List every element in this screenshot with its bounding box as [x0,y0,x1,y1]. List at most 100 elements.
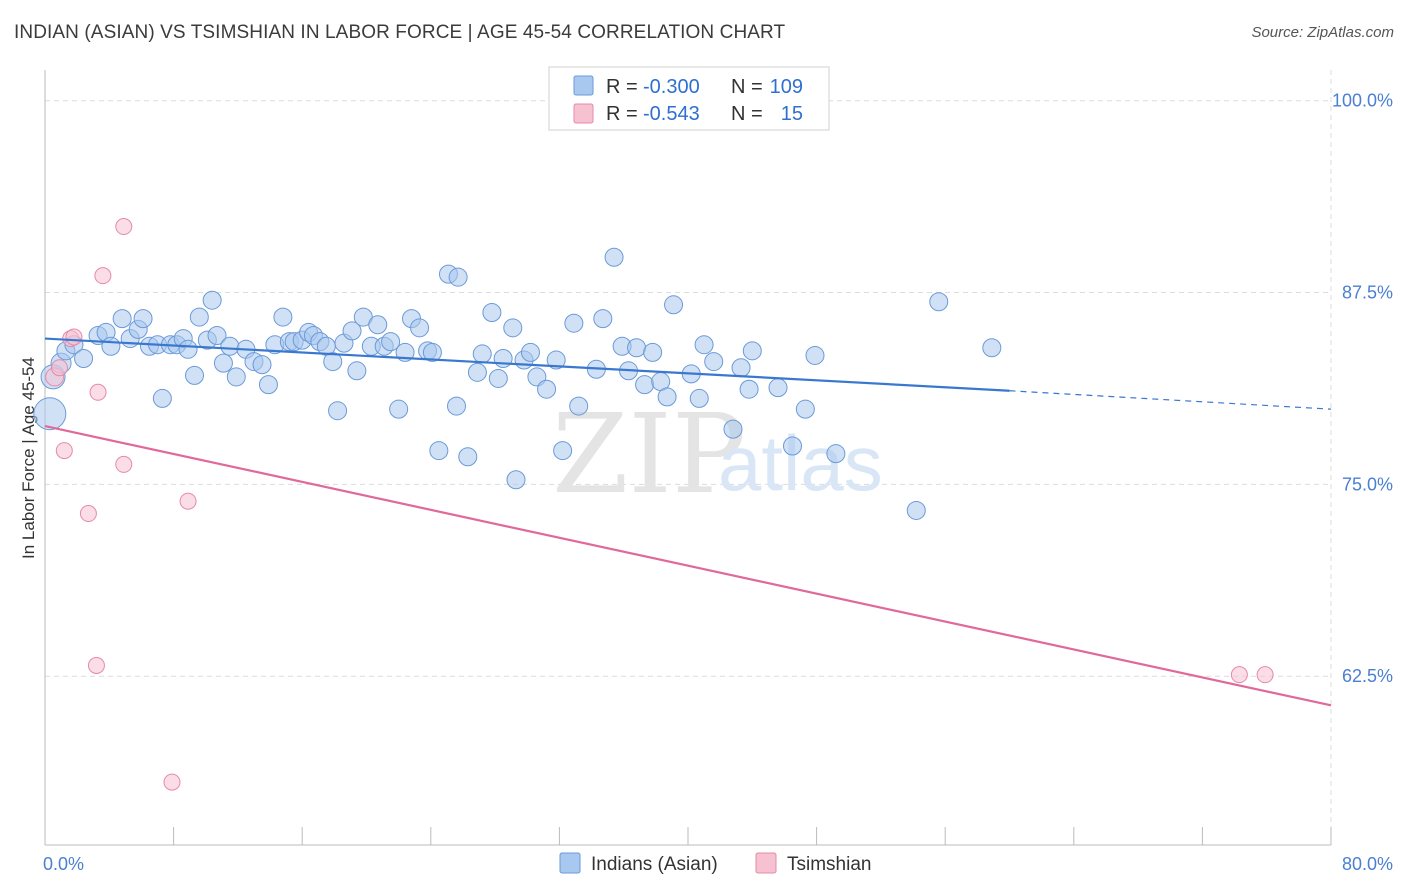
legend-n-label-1: N = [731,76,763,98]
data-point-indians [112,309,132,329]
data-point-indians [593,309,613,329]
y-tick-label: 87.5% [1342,283,1393,303]
data-point-indians [503,318,523,338]
data-point-indians [537,379,557,399]
data-point-tsimshian [1230,666,1248,684]
bottom-legend-swatch-indians [559,852,581,874]
legend-r-label-2: R = [606,103,638,125]
legend-r-value-1: -0.300 [643,76,700,98]
data-point-indians [328,401,348,421]
legend-n-label-2: N = [731,103,763,125]
data-point-indians [731,358,751,378]
data-point-indians [768,378,788,398]
data-point-indians [635,375,655,395]
data-point-indians [252,355,272,375]
data-point-tsimshian [115,455,133,473]
data-point-indians [273,307,293,327]
bottom-legend-label-indians: Indians (Asian) [591,854,718,875]
data-point-indians [258,375,278,395]
data-point-indians [723,419,743,439]
series-legend: Indians (Asian) Tsimshian [559,852,871,875]
chart-source: Source: ZipAtlas.com [1251,24,1394,41]
data-point-indians [664,295,684,315]
stats-legend: R = -0.300 N = 109 R = -0.543 N = 15 [548,66,830,131]
data-point-indians [347,361,367,381]
data-point-indians [520,342,540,362]
legend-r-label-1: R = [606,76,638,98]
data-point-indians [643,342,663,362]
data-point-indians [467,362,487,382]
data-point-indians [422,342,442,362]
y-tick-label: 62.5% [1342,666,1393,686]
data-point-tsimshian [115,218,133,236]
data-point-indians [381,332,401,352]
data-point-indians [826,444,846,464]
data-point-indians [178,339,198,359]
legend-n-value-2: 15 [781,103,803,125]
x-tick-label: 0.0% [43,854,84,874]
bottom-legend-label-tsimshian: Tsimshian [787,854,871,875]
data-point-indians [782,436,802,456]
data-point-indians [152,388,172,408]
series-tsimshian [45,218,1274,791]
stats-legend-box [548,66,830,131]
x-tick-labels: 0.0% 80.0% [43,854,1393,874]
trendline-indians [44,337,1010,392]
data-point-indians [982,338,1002,358]
data-point-tsimshian [89,383,107,401]
y-axis-label: In Labor Force | Age 45-54 [19,357,38,559]
data-point-indians [472,344,492,364]
data-point-indians [184,365,204,385]
data-point-indians [429,441,449,461]
data-point-indians [323,352,343,372]
data-point-tsimshian [87,656,105,674]
data-point-indians [704,352,724,372]
data-point-tsimshian [179,492,197,510]
trendlines [44,337,1332,707]
data-point-indians [448,267,468,287]
data-point-tsimshian [50,359,68,377]
legend-swatch-indians [573,75,594,96]
data-point-indians [569,396,589,416]
data-point-indians [488,368,508,388]
legend-swatch-tsimshian [573,103,594,124]
data-point-indians [447,396,467,416]
axes [44,70,1332,846]
data-point-indians [739,379,759,399]
legend-n-value-1: 109 [770,76,803,98]
data-point-indians [342,321,362,341]
data-point-tsimshian [163,773,181,791]
watermark: ZIP atlas [552,390,883,518]
data-point-indians [482,302,502,322]
data-point-indians [694,335,714,355]
data-point-indians [805,345,825,365]
data-point-indians [226,367,246,387]
data-point-indians [33,397,67,431]
data-point-indians [564,313,584,333]
data-point-indians [220,336,240,356]
data-point-tsimshian [65,328,83,346]
data-point-indians [207,325,227,345]
data-point-indians [389,399,409,419]
data-point-indians [553,441,573,461]
trendline-indians-extension [1009,390,1332,410]
data-point-indians [202,290,222,310]
y-tick-label: 75.0% [1342,474,1393,494]
data-point-indians [742,341,762,361]
data-point-indians [213,353,233,373]
y-tick-label: 100.0% [1332,91,1393,111]
data-point-indians [604,247,624,267]
data-point-indians [546,350,566,370]
bottom-legend-swatch-tsimshian [755,852,777,874]
data-point-indians [189,307,209,327]
data-point-indians [74,349,94,369]
series-indians-asian [33,247,1002,520]
watermark-atlas: atlas [718,419,883,507]
data-point-indians [506,470,526,490]
legend-r-value-2: -0.543 [643,103,700,125]
data-point-indians [101,336,121,356]
data-point-indians [133,309,153,329]
data-point-indians [493,349,513,369]
data-point-tsimshian [1256,666,1274,684]
